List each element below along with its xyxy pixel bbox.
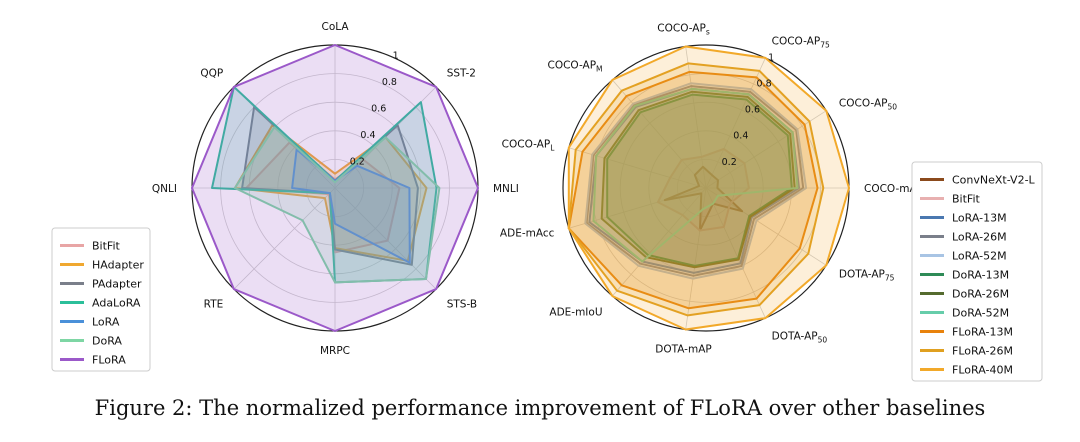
legend-vision: ConvNeXt-V2-L BitFit LoRA-13M LoRA-26M LoRA-… [911,161,1043,382]
axis-label: COCO-AP50 [839,98,897,112]
grid-spoke [705,57,766,189]
axis-label: ADE-mAcc [500,228,555,240]
legend-entry: DoRA-13M [952,269,1009,282]
series-polygon-lora-52m [584,82,808,280]
axis-label: COCO-APL [502,138,556,152]
legend-entry: FLoRA-26M [952,345,1013,358]
legend-entry: DoRA-26M [952,288,1009,301]
axis-label: SST-2 [447,67,476,79]
radial-tick-label: 1 [768,52,774,63]
grid-spoke [685,46,707,189]
legend-entry: LoRA-26M [952,231,1007,244]
axis-label: CoLA [321,21,349,33]
radial-tick-label: 0.4 [733,131,748,142]
series-polygon-flora-13m [567,70,819,310]
legend-entry: ConvNeXt-V2-L [952,174,1036,187]
series-polygon-flora-40m [567,45,850,331]
radial-tick-label: 0.8 [757,78,772,89]
grid-spoke [233,187,336,290]
legend-entry: FLoRA-40M [952,364,1013,377]
legend-entry: DoRA-52M [952,307,1009,320]
grid-spoke [705,110,827,189]
radial-tick-label: 0.6 [745,105,760,116]
radial-tick-label: 0.2 [350,156,365,167]
legend-entry: HAdapter [92,259,144,272]
axis-label: COCO-AP75 [772,35,830,49]
radar-chart-vision: 0.2 0.4 0.6 0.8 1 COCO-mAP COCO-AP50 COCO-AP75 C… [500,23,923,356]
series-polygon-lora [291,148,411,264]
figure-caption: Figure 2: The normalized performance imp… [94,396,986,420]
legend-entry: LoRA [92,316,120,329]
axis-label: ADE-mIoU [549,306,602,318]
legend-entry: LoRA-52M [952,250,1007,263]
series-polygon-dora-52m [592,87,799,263]
grid-spoke [685,187,707,330]
legend-entry: FLoRA [92,354,126,367]
grid-spoke [705,187,827,266]
axis-label: RTE [204,299,224,311]
radial-tick-label: 0.4 [360,130,375,141]
series-polygon-lora-26m [585,85,805,277]
axis-label: DOTA-AP75 [839,268,895,282]
legend-entry: BitFit [952,193,980,206]
series-polygon-dora-26m [600,90,796,269]
axis-label: QQP [200,67,223,79]
grid-spoke [612,187,707,297]
legend-entry: DoRA [92,335,122,348]
radial-tick-label: 0.2 [722,157,737,168]
grid-spoke [334,187,437,290]
axis-label: MRPC [320,345,350,357]
radial-tick-label: 0.8 [382,77,397,88]
axis-label: QNLI [152,183,177,195]
series-polygon-flora [191,44,479,332]
series-polygon-flora-26m [567,62,825,317]
legend-glue: BitFit HAdapter PAdapter AdaLoRA LoRA DoRA FLo… [51,227,151,372]
axis-label: DOTA-AP50 [772,331,828,345]
axis-label: STS-B [447,299,477,311]
legend-entry: AdaLoRA [92,297,141,310]
radar-chart-glue: 0.2 0.4 0.6 0.8 1 MNLI SST-2 CoLA QQP QNLI RTE MRPC… [152,21,519,357]
radial-tick-label: 0.6 [371,103,386,114]
legend-box [911,161,1043,382]
legend-entry: PAdapter [92,278,142,291]
axis-label: COCO-APs [657,23,710,37]
series-polygon-dora [233,126,441,284]
axis-label: DOTA-mAP [655,343,711,355]
grid-spoke [568,187,707,229]
axis-label: COCO-mAP [864,183,923,195]
axis-label: MNLI [493,183,519,195]
radial-tick-label: 1 [393,50,399,61]
axis-label: COCO-APM [547,60,602,74]
grid-spoke [612,79,707,189]
series-polygon-bitfit [657,148,750,232]
legend-entry: BitFit [92,240,120,253]
legend-entry: FLoRA-13M [952,326,1013,339]
series-polygon-convnext-v2-l [663,165,744,232]
grid-spoke [705,187,766,319]
legend-entry: LoRA-13M [952,212,1007,225]
